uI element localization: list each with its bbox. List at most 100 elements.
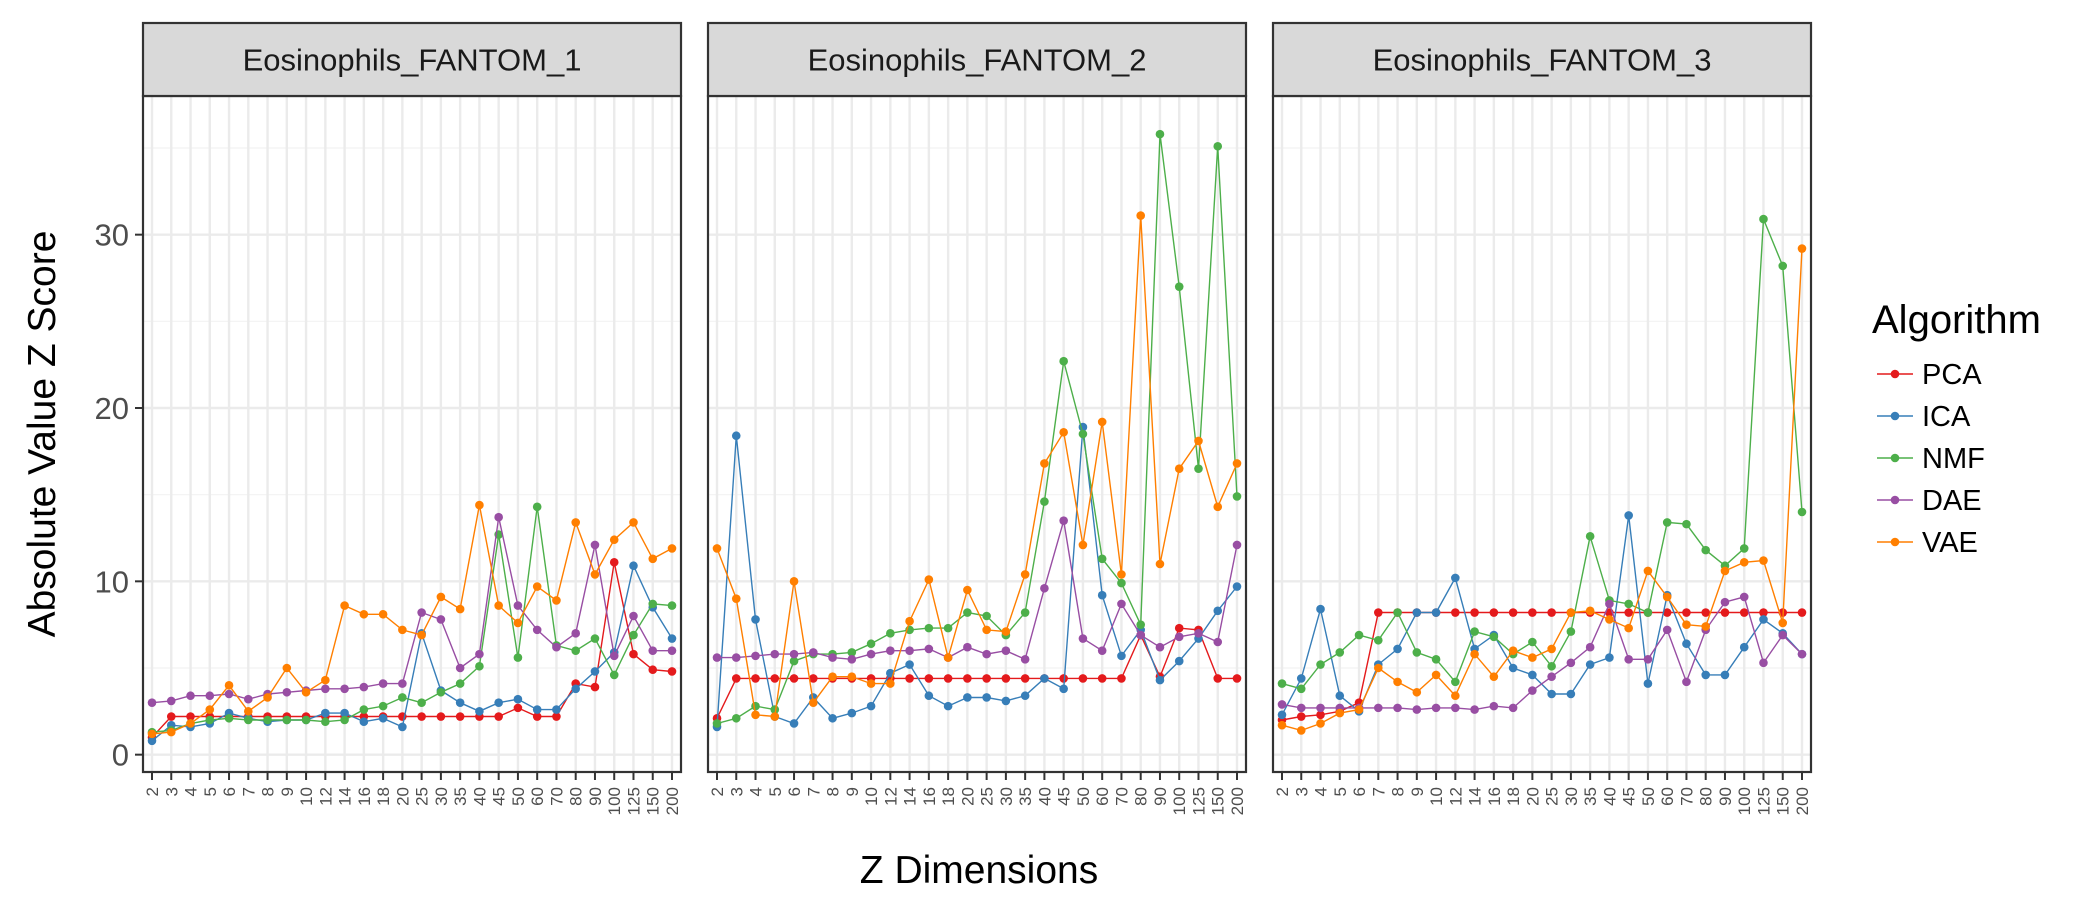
x-tick-label: 18 bbox=[374, 787, 393, 806]
data-point-vae bbox=[1778, 618, 1788, 628]
x-tick-label: 40 bbox=[470, 787, 489, 806]
data-point-dae bbox=[455, 663, 465, 673]
data-point-vae bbox=[398, 625, 407, 635]
x-tick-label: 80 bbox=[1132, 787, 1151, 806]
data-point-nmf bbox=[609, 670, 619, 680]
data-point-pca bbox=[1213, 674, 1223, 683]
data-point-ica bbox=[1316, 604, 1325, 614]
data-point-dae bbox=[1174, 632, 1184, 642]
x-tick-label: 5 bbox=[201, 787, 220, 796]
data-point-vae bbox=[532, 582, 542, 591]
data-point-pca bbox=[1001, 674, 1011, 683]
data-point-vae bbox=[417, 630, 426, 640]
x-tick-label: 10 bbox=[1427, 787, 1446, 806]
x-tick-label: 18 bbox=[939, 787, 958, 806]
data-point-vae bbox=[166, 727, 176, 737]
data-point-dae bbox=[667, 646, 677, 655]
x-tick-label: 5 bbox=[766, 787, 785, 796]
x-tick-label: 8 bbox=[824, 787, 843, 796]
data-point-nmf bbox=[866, 639, 876, 649]
data-point-dae bbox=[866, 649, 876, 659]
data-point-dae bbox=[186, 691, 195, 701]
x-tick-label: 90 bbox=[586, 787, 605, 806]
x-tick-label: 3 bbox=[727, 787, 746, 796]
data-point-nmf bbox=[1335, 648, 1345, 657]
data-point-nmf bbox=[943, 623, 953, 633]
data-point-dae bbox=[731, 653, 741, 662]
series-line-dae bbox=[151, 517, 672, 704]
data-point-ica bbox=[513, 694, 523, 704]
x-tick-label: 70 bbox=[1677, 787, 1696, 806]
data-point-vae bbox=[571, 518, 581, 527]
data-point-nmf bbox=[436, 687, 446, 697]
data-point-vae bbox=[1373, 663, 1383, 673]
data-point-vae bbox=[1528, 653, 1537, 662]
data-point-nmf bbox=[1778, 261, 1788, 271]
series-line-nmf bbox=[151, 506, 673, 733]
data-point-ica bbox=[1155, 675, 1165, 685]
data-point-ica bbox=[1547, 689, 1556, 699]
x-tick-label: 16 bbox=[920, 787, 939, 806]
data-point-nmf bbox=[1624, 599, 1633, 609]
x-tick-label: 45 bbox=[490, 787, 509, 806]
data-point-nmf bbox=[1155, 129, 1165, 139]
data-point-ica bbox=[359, 717, 369, 727]
data-point-pca bbox=[905, 674, 914, 683]
x-tick-label: 90 bbox=[1716, 787, 1735, 806]
data-point-dae bbox=[1373, 703, 1383, 713]
data-point-pca bbox=[513, 703, 523, 713]
legend-key-point bbox=[1890, 369, 1900, 379]
y-axis-title: Absolute Value Z Score bbox=[21, 231, 64, 638]
data-point-ica bbox=[1412, 608, 1422, 617]
x-tick-label: 150 bbox=[1774, 787, 1793, 815]
data-point-pca bbox=[629, 649, 638, 659]
facet-label: Eosinophils_FANTOM_1 bbox=[243, 43, 582, 78]
data-point-dae bbox=[1316, 703, 1325, 713]
data-point-vae bbox=[1605, 615, 1614, 624]
data-point-nmf bbox=[1662, 518, 1672, 527]
data-point-nmf bbox=[1020, 608, 1030, 617]
data-point-pca bbox=[1470, 608, 1479, 617]
x-tick-label: 200 bbox=[663, 787, 682, 815]
data-point-ica bbox=[924, 691, 934, 701]
data-point-vae bbox=[1624, 623, 1633, 633]
data-point-ica bbox=[1059, 684, 1068, 694]
data-point-vae bbox=[205, 705, 215, 714]
data-point-dae bbox=[1585, 642, 1595, 652]
data-point-nmf bbox=[770, 705, 780, 714]
data-point-ica bbox=[1277, 710, 1287, 720]
data-point-ica bbox=[1097, 590, 1107, 600]
x-tick-label: 14 bbox=[901, 787, 920, 806]
x-tick-label: 7 bbox=[1369, 787, 1388, 796]
data-point-dae bbox=[417, 608, 426, 617]
data-point-vae bbox=[282, 663, 292, 673]
data-point-nmf bbox=[886, 629, 895, 638]
data-point-vae bbox=[1001, 627, 1011, 636]
data-point-nmf bbox=[1393, 608, 1402, 617]
data-point-pca bbox=[552, 712, 561, 721]
data-point-vae bbox=[731, 594, 741, 603]
x-tick-label: 125 bbox=[624, 787, 643, 815]
y-tick-label: 30 bbox=[95, 218, 129, 253]
x-tick-label: 2 bbox=[708, 787, 727, 796]
data-point-dae bbox=[1232, 540, 1242, 550]
data-point-pca bbox=[166, 712, 176, 721]
data-point-nmf bbox=[243, 715, 253, 725]
data-point-vae bbox=[1020, 570, 1030, 579]
data-point-ica bbox=[1296, 674, 1306, 683]
data-point-pca bbox=[731, 674, 741, 683]
data-point-dae bbox=[475, 649, 484, 659]
data-point-dae bbox=[751, 651, 760, 661]
data-point-nmf bbox=[1097, 554, 1107, 564]
data-point-vae bbox=[552, 596, 561, 605]
data-point-ica bbox=[455, 698, 465, 707]
data-point-pca bbox=[808, 674, 818, 683]
x-tick-label: 30 bbox=[432, 787, 451, 806]
data-point-vae bbox=[1431, 670, 1441, 680]
data-point-ica bbox=[943, 701, 953, 711]
data-point-vae bbox=[1078, 540, 1088, 550]
data-point-vae bbox=[147, 729, 157, 739]
data-point-ica bbox=[494, 698, 503, 707]
data-point-pca bbox=[1701, 608, 1711, 617]
legend-label: ICA bbox=[1922, 401, 1971, 433]
